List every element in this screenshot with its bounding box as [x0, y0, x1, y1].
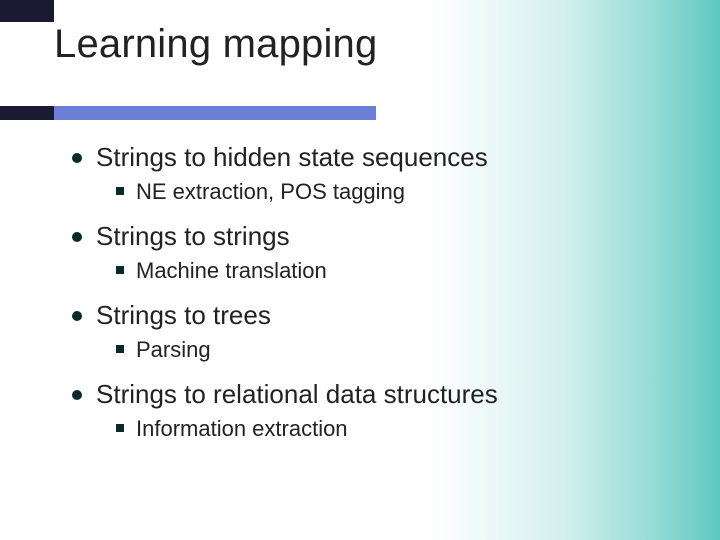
bullet-square-icon	[116, 187, 124, 195]
divider-bar-dark	[0, 106, 54, 120]
slide-title: Learning mapping	[54, 22, 377, 67]
bullet-square-icon	[116, 345, 124, 353]
list-item: Strings to relational data structures	[72, 379, 632, 410]
slide: Learning mapping Strings to hidden state…	[0, 0, 720, 540]
bullet-dot-icon	[72, 153, 82, 163]
item-text: Strings to relational data structures	[96, 379, 498, 410]
list-item: Strings to trees	[72, 300, 632, 331]
item-text: Strings to strings	[96, 221, 290, 252]
bullet-dot-icon	[72, 232, 82, 242]
title-container: Learning mapping	[54, 22, 377, 67]
divider-bar-light	[54, 106, 376, 120]
sub-item: Parsing	[116, 337, 632, 363]
list-item: Strings to strings	[72, 221, 632, 252]
content-area: Strings to hidden state sequences NE ext…	[72, 142, 632, 458]
sub-text: Machine translation	[136, 258, 327, 284]
item-text: Strings to trees	[96, 300, 271, 331]
bullet-dot-icon	[72, 390, 82, 400]
divider	[0, 106, 720, 120]
sub-item: Machine translation	[116, 258, 632, 284]
bullet-square-icon	[116, 266, 124, 274]
corner-accent	[0, 0, 54, 22]
sub-text: NE extraction, POS tagging	[136, 179, 405, 205]
bullet-dot-icon	[72, 311, 82, 321]
list-item: Strings to hidden state sequences	[72, 142, 632, 173]
bullet-square-icon	[116, 424, 124, 432]
sub-item: Information extraction	[116, 416, 632, 442]
sub-item: NE extraction, POS tagging	[116, 179, 632, 205]
item-text: Strings to hidden state sequences	[96, 142, 488, 173]
sub-text: Parsing	[136, 337, 211, 363]
sub-text: Information extraction	[136, 416, 348, 442]
